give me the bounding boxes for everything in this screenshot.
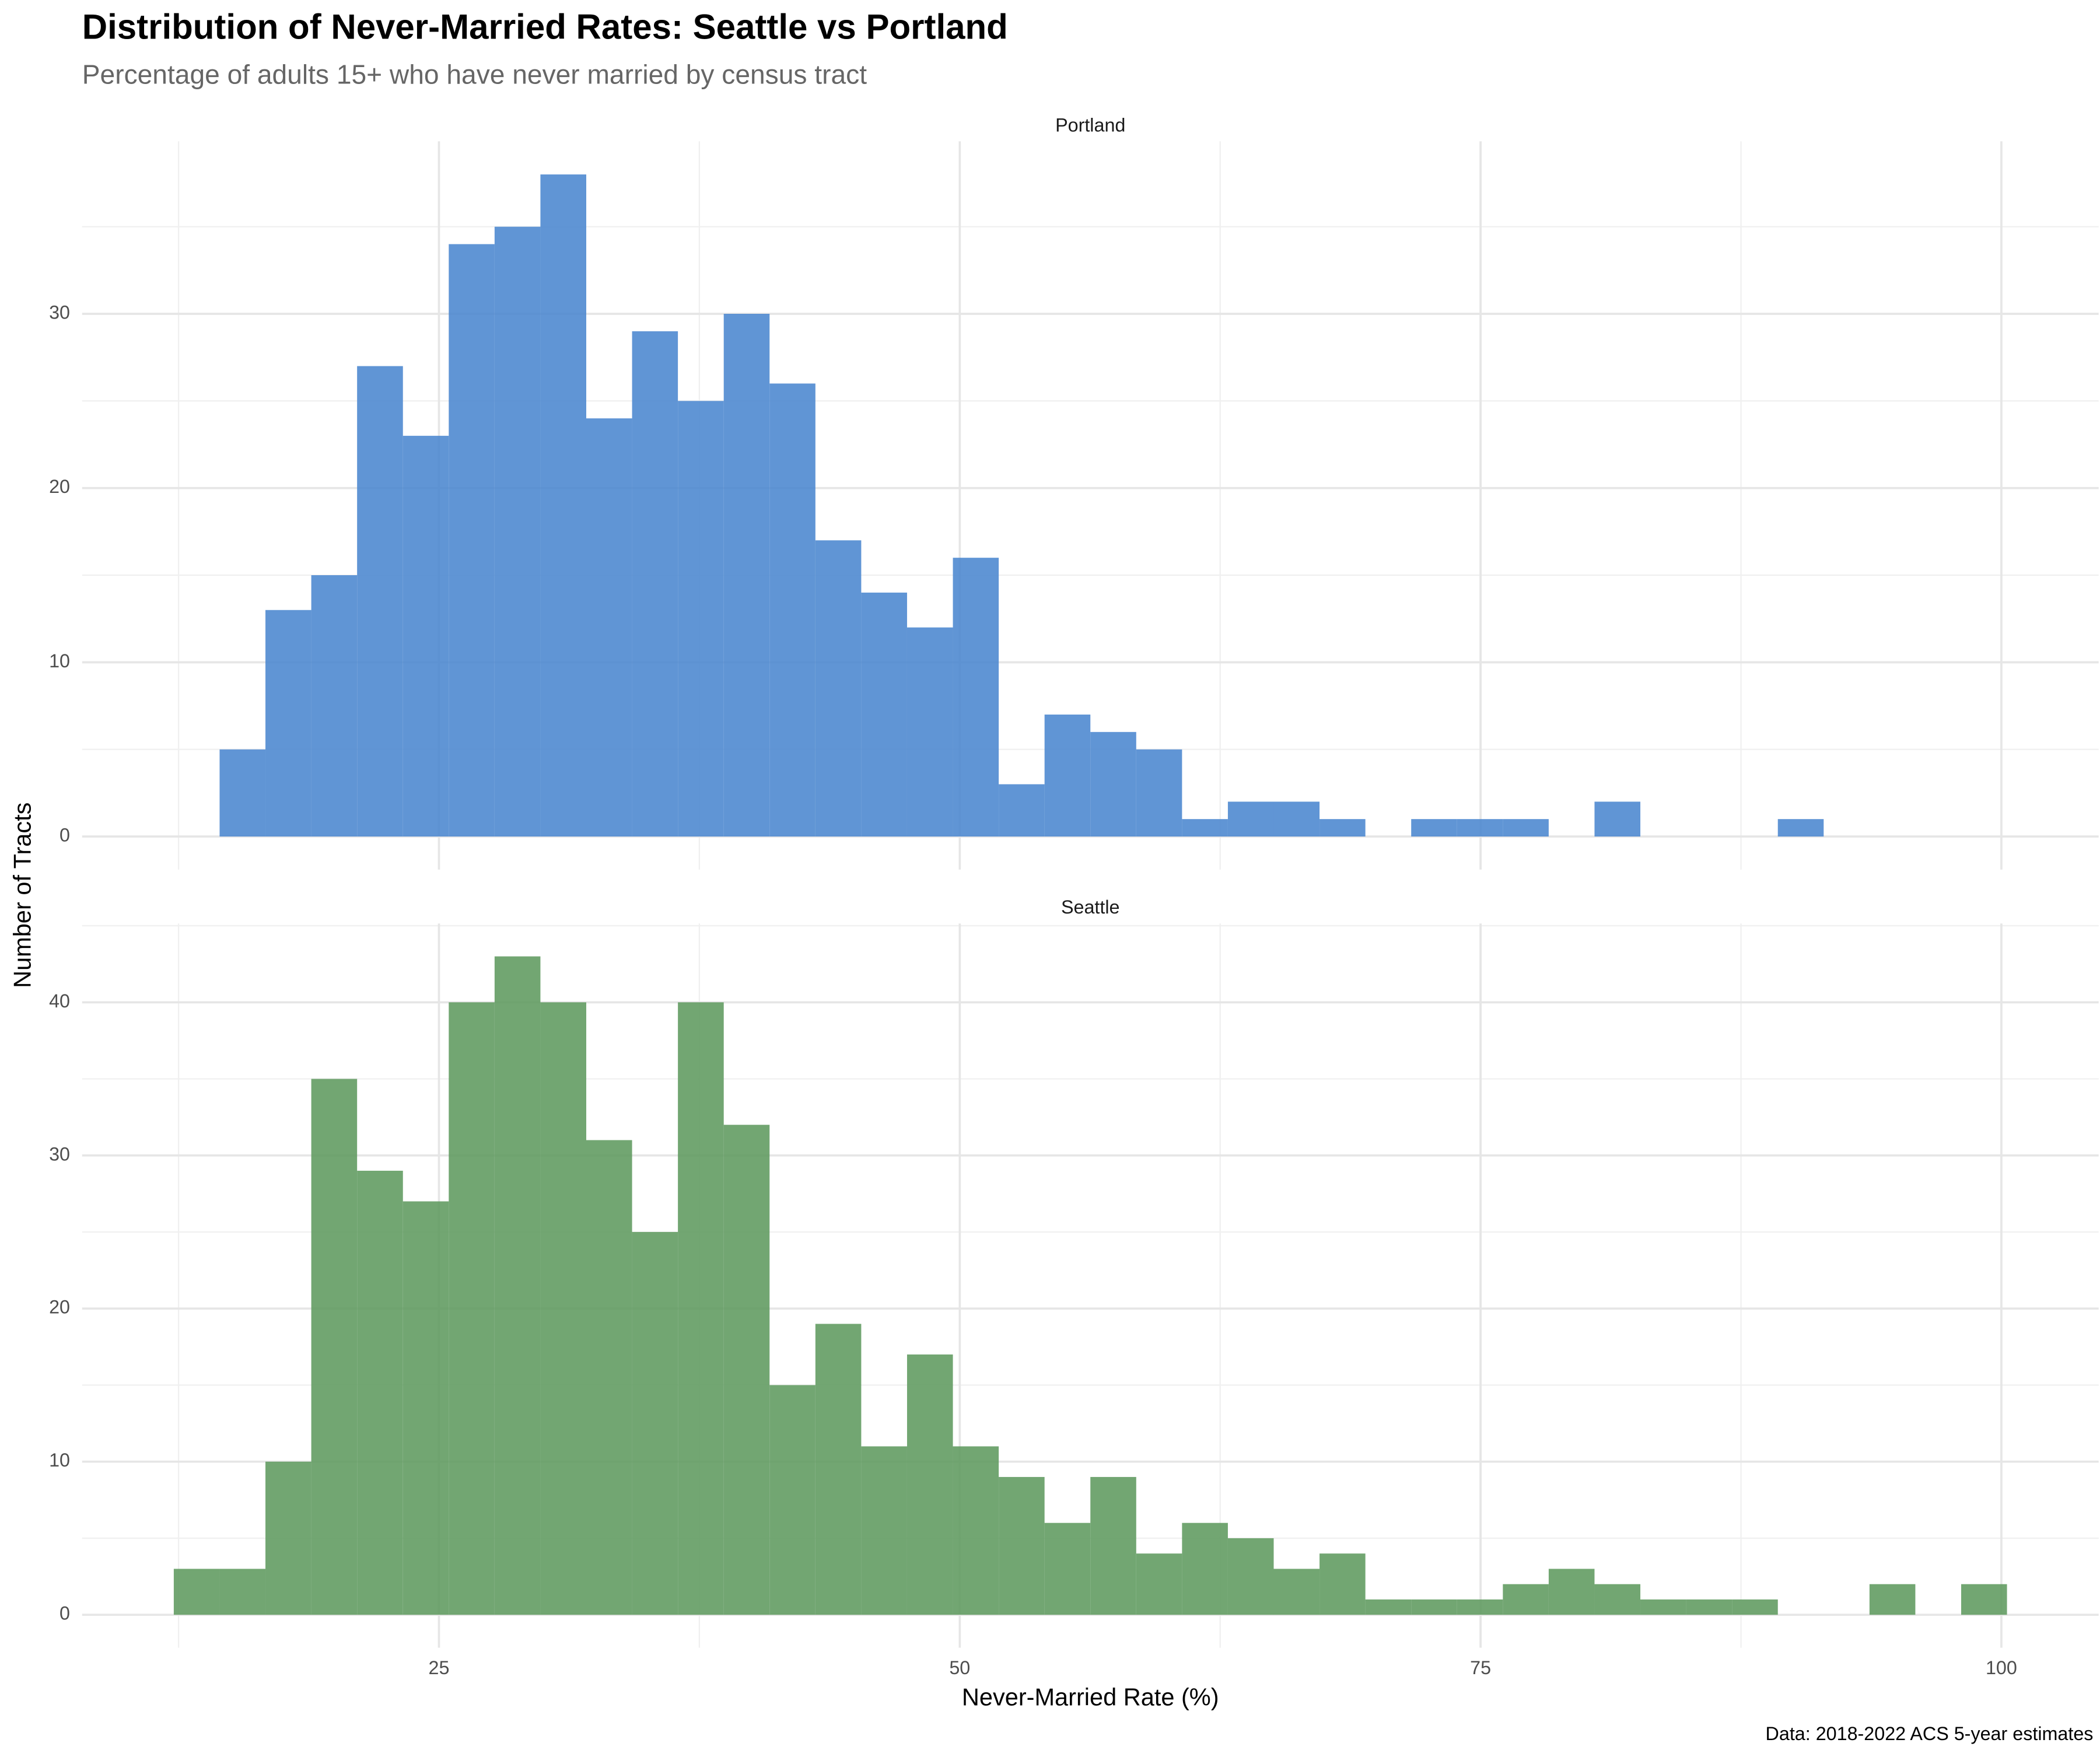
- histogram-bar: [1732, 1599, 1778, 1615]
- histogram-bar: [311, 1079, 358, 1615]
- histogram-bar: [219, 749, 266, 837]
- histogram-bar: [1273, 802, 1320, 837]
- histogram-bar: [1411, 819, 1457, 837]
- y-tick-label: 30: [49, 1143, 70, 1164]
- histogram-bar: [999, 1476, 1045, 1615]
- histogram-bar: [1320, 819, 1366, 837]
- histogram-bar: [402, 436, 449, 837]
- histogram-bar: [1869, 1584, 1916, 1615]
- histogram-bar: [1044, 1522, 1091, 1615]
- histogram-bar: [1136, 749, 1182, 837]
- histogram-bar: [953, 558, 999, 837]
- facet-label: Portland: [1055, 114, 1125, 135]
- facet-label: Seattle: [1061, 897, 1120, 918]
- x-tick-label: 100: [1986, 1657, 2017, 1678]
- histogram-bar: [265, 610, 312, 837]
- histogram-bar: [357, 1170, 403, 1615]
- histogram-bar: [1503, 1584, 1549, 1615]
- histogram-bar: [540, 174, 586, 837]
- histogram-bar: [449, 1002, 495, 1615]
- caption: Data: 2018-2022 ACS 5-year estimates: [1766, 1723, 2094, 1744]
- histogram-bar: [678, 1002, 724, 1615]
- histogram-bar: [1227, 802, 1274, 837]
- histogram-bar: [1503, 819, 1549, 837]
- histogram-bar: [586, 1140, 632, 1615]
- histogram-bar: [265, 1461, 312, 1615]
- histogram-bar: [1640, 1599, 1686, 1615]
- histogram-bar: [1594, 802, 1641, 837]
- histogram-bar: [999, 784, 1045, 837]
- histogram-bar: [494, 956, 541, 1615]
- histogram-bar: [1182, 819, 1228, 837]
- histogram-bar: [953, 1446, 999, 1615]
- chart-subtitle: Percentage of adults 15+ who have never …: [82, 60, 867, 90]
- histogram-bar: [173, 1569, 220, 1615]
- histogram-bar: [311, 575, 358, 837]
- y-axis-label: Number of Tracts: [9, 802, 36, 988]
- histogram-bar: [632, 1231, 678, 1615]
- x-tick-label: 75: [1470, 1657, 1491, 1678]
- histogram-bar: [1090, 732, 1136, 837]
- histogram-bar: [586, 418, 632, 837]
- x-axis-label: Never-Married Rate (%): [962, 1683, 1219, 1710]
- histogram-bar: [1136, 1553, 1182, 1615]
- histogram-bar: [1090, 1476, 1136, 1615]
- histogram-bar: [861, 592, 907, 837]
- histogram-bar: [815, 540, 862, 837]
- histogram-bar: [1365, 1599, 1412, 1615]
- histogram-bar: [678, 401, 724, 837]
- histogram-bar: [907, 627, 953, 837]
- y-tick-label: 20: [49, 476, 70, 497]
- x-tick-label: 25: [429, 1657, 450, 1678]
- histogram-bar: [1594, 1584, 1641, 1615]
- histogram-bar: [632, 331, 678, 837]
- y-tick-label: 0: [60, 1603, 70, 1624]
- histogram-bar: [1457, 819, 1503, 837]
- histogram-bar: [494, 226, 541, 837]
- y-tick-label: 0: [60, 825, 70, 846]
- x-tick-label: 50: [949, 1657, 970, 1678]
- histogram-bar: [1961, 1584, 2007, 1615]
- histogram-bar: [723, 313, 770, 837]
- histogram-bar: [1457, 1599, 1503, 1615]
- histogram-bar: [769, 383, 816, 837]
- histogram-bar: [402, 1201, 449, 1615]
- histogram-bar: [1686, 1599, 1732, 1615]
- y-tick-label: 10: [49, 1450, 70, 1471]
- histogram-bar: [1182, 1522, 1228, 1615]
- histogram-bar: [815, 1324, 862, 1615]
- histogram-bar: [1777, 819, 1824, 837]
- histogram-bar: [769, 1385, 816, 1615]
- y-tick-label: 40: [49, 991, 70, 1012]
- histogram-bar: [861, 1446, 907, 1615]
- histogram-bar: [449, 244, 495, 837]
- histogram-bar: [219, 1569, 266, 1615]
- histogram-bar: [1320, 1553, 1366, 1615]
- histogram-bar: [1044, 714, 1091, 837]
- histogram-bar: [540, 1002, 586, 1615]
- chart-title: Distribution of Never-Married Rates: Sea…: [82, 8, 1008, 47]
- y-tick-label: 20: [49, 1297, 70, 1318]
- histogram-bar: [1273, 1569, 1320, 1615]
- histogram-bar: [1227, 1538, 1274, 1615]
- histogram-bar: [1411, 1599, 1457, 1615]
- y-tick-label: 30: [49, 302, 70, 323]
- histogram-bar: [1548, 1569, 1595, 1615]
- histogram-bar: [723, 1125, 770, 1615]
- histogram-bar: [907, 1354, 953, 1615]
- y-tick-label: 10: [49, 650, 70, 671]
- histogram-bar: [357, 366, 403, 837]
